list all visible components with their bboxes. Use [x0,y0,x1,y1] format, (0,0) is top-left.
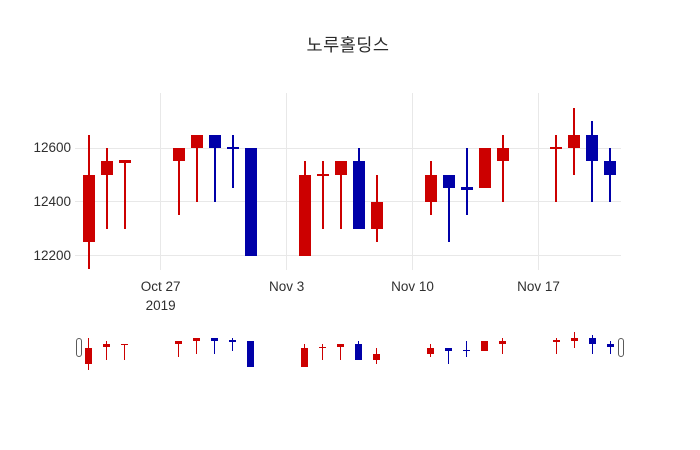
slider-candle-body [103,344,111,348]
y-axis-tick-label: 12200 [33,247,71,263]
candle-body [244,148,257,256]
slider-candle-wick [231,337,234,351]
slider-candle-body [552,340,560,342]
slider-candle-body [588,337,596,345]
candle-body [568,134,581,148]
slider-candle-body [121,343,129,346]
candle-body [442,174,455,189]
x-gridline [286,93,288,270]
slider-candle-body [481,341,489,351]
candle-wick [177,148,180,216]
slider-candle-body [319,346,327,349]
x-axis-tick-label: Nov 3 [268,279,305,294]
slider-candle-body [606,344,614,348]
slider-candle-wick [555,337,558,354]
candle-body [352,161,365,229]
x-axis-tick-sublabel: 2019 [145,298,176,313]
slider-candle-body [211,337,219,342]
slider-candle-wick [177,341,180,358]
slider-candle-wick [465,341,468,358]
slider-candle-body [229,340,237,342]
candle-wick [231,134,234,189]
candle-body [496,148,509,162]
slider-candle-wick [591,334,594,354]
y-axis-tick-label: 12600 [33,140,71,155]
slider-candle-wick [609,341,612,354]
slider-candle-body [355,344,363,361]
slider-candle-body [427,347,435,354]
slider-candle-wick [501,337,504,354]
candle-wick [105,148,108,229]
candle-wick [339,161,342,229]
slider-candle-wick [195,337,198,354]
x-axis-tick-label: Nov 17 [517,279,560,294]
candle-wick [609,148,612,202]
slider-candle-wick [339,344,342,361]
slider-candle-body [193,337,201,342]
candle-body [82,174,95,243]
slider-candle-body [247,341,255,367]
candle-wick [321,161,324,229]
slider-candle-body [301,347,309,367]
candle-wick [591,121,594,202]
slider-candle-body [175,341,183,345]
range-slider-right-handle[interactable] [618,338,624,357]
y-gridline [75,201,621,203]
candle-wick [447,174,450,243]
slider-candle-wick [321,344,324,361]
candle-body [334,161,347,175]
x-axis-tick-label: Oct 27 [140,279,181,294]
candle-wick [123,161,126,229]
candle-wick [501,134,504,202]
x-gridline [537,93,539,270]
candle-body [208,134,221,148]
x-axis-tick-label: Nov 10 [391,279,434,294]
slider-candle-wick [105,341,108,361]
y-gridline [75,255,621,257]
candle-body [586,134,599,162]
y-gridline [75,147,621,149]
candle-body [370,201,383,229]
y-axis-tick-label: 12400 [33,193,71,209]
slider-candle-wick [447,347,450,364]
slider-candle-body [373,353,381,361]
candle-body [172,148,185,162]
slider-candle-body [499,341,506,345]
candle-wick [195,134,198,202]
candle-body [298,174,311,256]
candle-wick [555,134,558,202]
slider-candle-wick [123,344,126,361]
candle-body [190,134,203,148]
candle-body [316,173,329,177]
slider-candle-body [570,337,578,342]
x-gridline [160,93,162,270]
candle-wick [465,148,468,216]
candle-body [550,146,563,150]
candle-body [424,174,437,202]
slider-candle-body [85,347,93,364]
range-slider-left-handle[interactable] [76,338,82,357]
candle-body [226,146,239,150]
candle-body [100,161,113,175]
candle-body [118,160,131,163]
slider-candle-body [445,347,453,351]
chart-title: 노루홀딩스 [306,35,390,55]
candle-body [460,187,473,190]
candle-body [604,161,617,175]
candle-wick [213,134,216,202]
slider-candle-wick [213,337,216,354]
candle-body [478,148,491,189]
slider-candle-body [337,344,345,348]
slider-candle-body [463,349,471,352]
x-gridline [412,93,414,270]
